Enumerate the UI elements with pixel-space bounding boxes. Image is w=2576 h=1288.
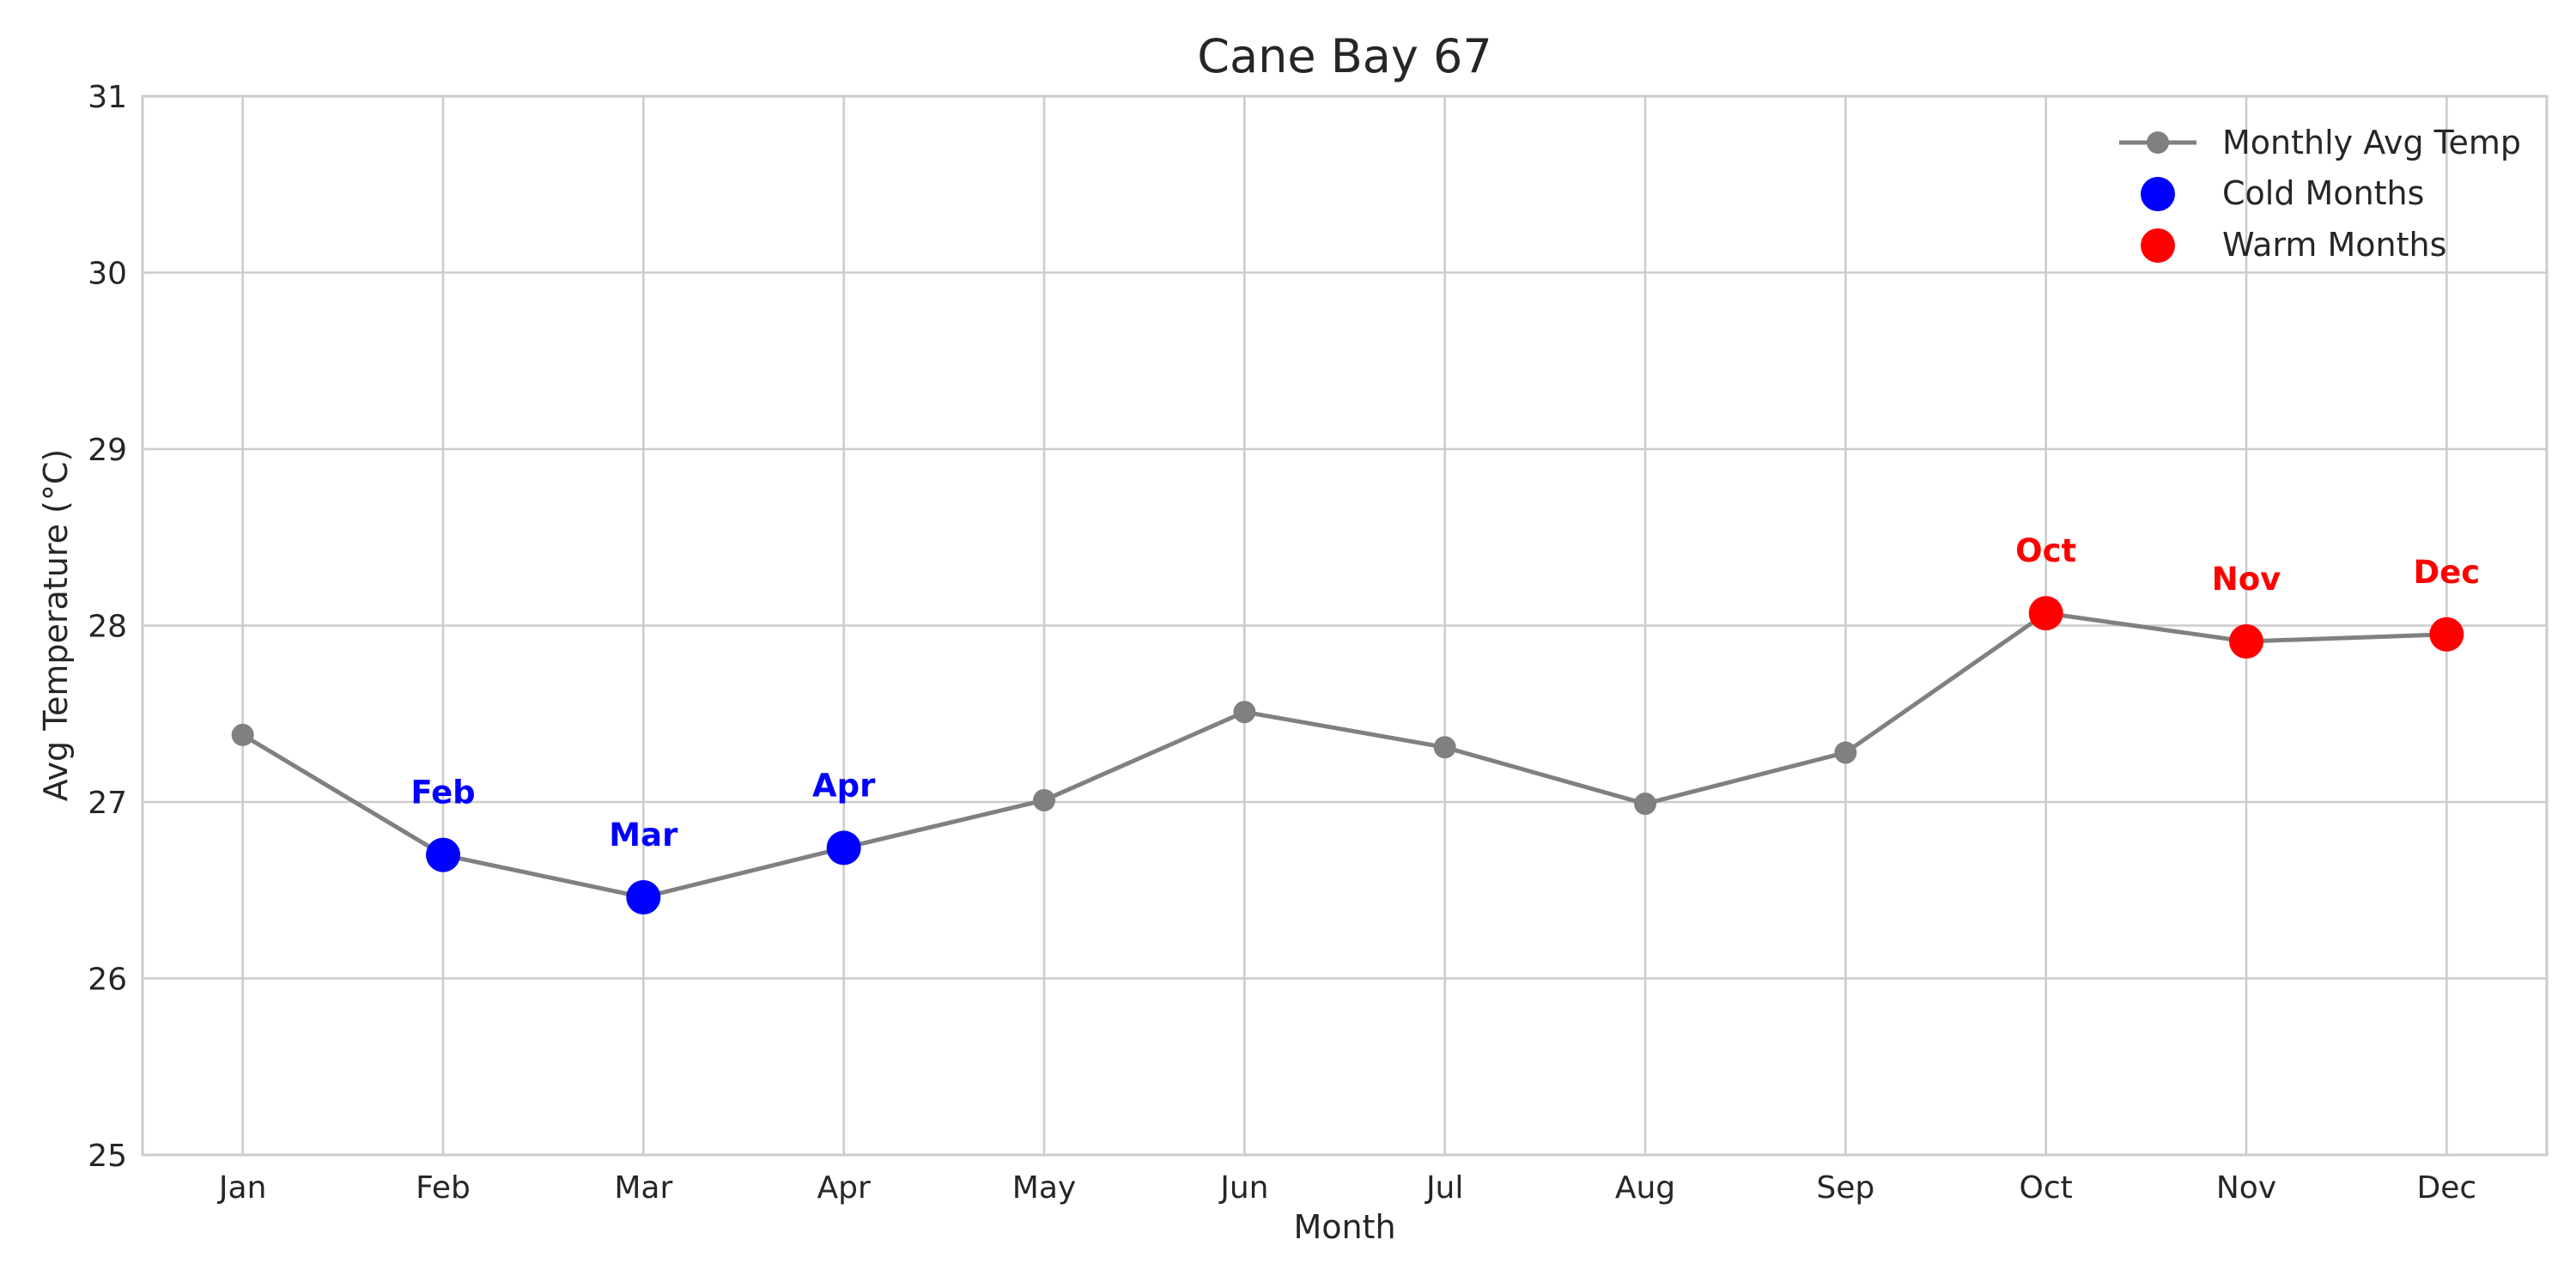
y-axis-ticks: 25 26 27 28 29 30 31 — [88, 80, 127, 1174]
data-point — [1033, 788, 1055, 811]
highlight-point — [2229, 623, 2263, 659]
x-tick-label: Jan — [217, 1170, 267, 1206]
legend-warm-marker — [2141, 228, 2175, 263]
y-tick-label: 29 — [88, 433, 127, 468]
chart-title: Cane Bay 67 — [1197, 29, 1492, 83]
x-tick-label: May — [1012, 1170, 1076, 1206]
x-tick-label: Aug — [1615, 1170, 1675, 1206]
highlight-labels: Feb Mar Apr Oct Nov Dec — [410, 532, 2480, 854]
legend-label-cold-months: Cold Months — [2222, 174, 2424, 212]
legend-label-warm-months: Warm Months — [2222, 226, 2446, 264]
data-point — [1834, 741, 1857, 764]
legend: Monthly Avg Temp Cold Months Warm Months — [2119, 124, 2521, 264]
x-tick-label: Feb — [416, 1170, 471, 1206]
highlight-label: Feb — [410, 775, 475, 811]
x-tick-label: Apr — [817, 1170, 871, 1206]
highlight-point — [626, 879, 661, 914]
y-tick-label: 27 — [88, 786, 127, 821]
y-tick-label: 31 — [88, 80, 127, 115]
data-point — [1233, 701, 1256, 724]
x-tick-label: Dec — [2416, 1170, 2476, 1206]
highlight-point — [2028, 596, 2063, 631]
data-point — [231, 723, 254, 746]
highlight-point — [2429, 617, 2464, 652]
x-tick-label: Jul — [1425, 1170, 1463, 1206]
y-tick-label: 25 — [88, 1139, 127, 1174]
legend-label-monthly-avg-temp: Monthly Avg Temp — [2222, 124, 2521, 161]
grid-lines — [143, 94, 2547, 1157]
x-axis-ticks: Jan Feb Mar Apr May Jun Jul Aug Sep Oct Nov Dec — [217, 1170, 2476, 1206]
highlight-point — [826, 830, 861, 866]
highlight-label: Oct — [2015, 532, 2076, 569]
legend-cold-marker — [2141, 177, 2175, 211]
highlight-label: Dec — [2413, 554, 2480, 591]
series-layer — [231, 596, 2464, 914]
highlight-label: Apr — [812, 767, 876, 804]
x-tick-label: Nov — [2216, 1170, 2276, 1206]
highlight-label: Mar — [609, 817, 678, 854]
x-tick-label: Jun — [1218, 1170, 1268, 1206]
y-axis-label: Avg Temperature (°C) — [37, 449, 75, 801]
x-tick-label: Oct — [2020, 1170, 2073, 1206]
legend-line-marker — [2147, 131, 2169, 154]
series-line-monthly-avg-temp — [241, 611, 2447, 900]
x-tick-label: Sep — [1816, 1170, 1874, 1206]
highlight-label: Nov — [2212, 561, 2281, 598]
y-tick-label: 28 — [88, 610, 127, 645]
x-tick-label: Mar — [614, 1170, 672, 1206]
data-point — [1634, 793, 1656, 816]
y-tick-label: 26 — [88, 963, 127, 998]
data-point — [1433, 736, 1456, 759]
plot-frame — [141, 94, 2549, 1157]
y-tick-label: 30 — [88, 257, 127, 292]
x-axis-label: Month — [1293, 1208, 1395, 1246]
highlight-point — [426, 837, 460, 872]
